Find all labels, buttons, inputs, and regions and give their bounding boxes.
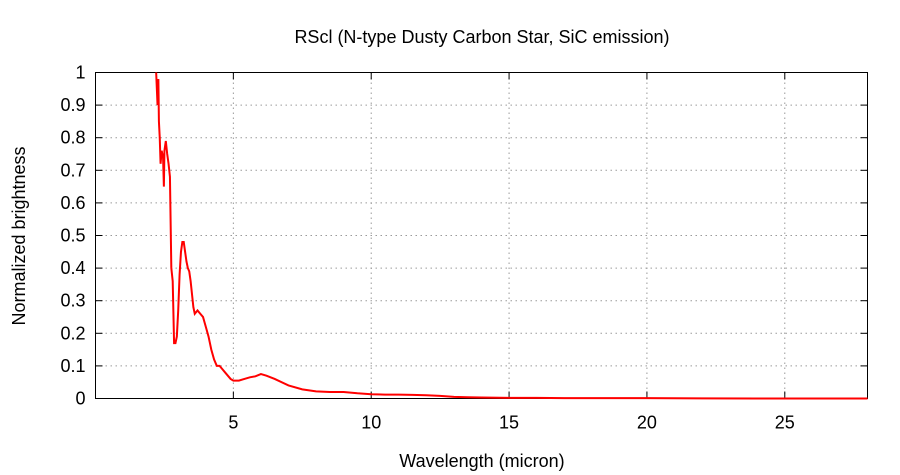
y-tick-label: 0.9 bbox=[60, 95, 85, 115]
y-axis-title: Normalized brightness bbox=[9, 146, 29, 325]
y-tick-label: 0.8 bbox=[60, 128, 85, 148]
chart-title: RScl (N-type Dusty Carbon Star, SiC emis… bbox=[294, 27, 669, 47]
y-tick-label: 0.2 bbox=[60, 323, 85, 343]
y-tick-label: 0.4 bbox=[60, 258, 85, 278]
y-tick-label: 0.6 bbox=[60, 193, 85, 213]
y-tick-label: 1 bbox=[75, 63, 85, 83]
series-line bbox=[155, 72, 868, 400]
y-tick-label: 0 bbox=[75, 389, 85, 409]
x-axis-title: Wavelength (micron) bbox=[399, 451, 564, 471]
x-tick-label: 5 bbox=[228, 413, 238, 433]
y-tick-label: 0.5 bbox=[60, 226, 85, 246]
tick-labels: 00.10.20.30.40.50.60.70.80.915 10 15 20 25 bbox=[60, 63, 794, 433]
y-tick-label: 0.1 bbox=[60, 356, 85, 376]
x-tick-label: 20 bbox=[637, 413, 657, 433]
x-tick-label: 25 bbox=[775, 413, 795, 433]
x-tick-label: 15 bbox=[499, 413, 519, 433]
grid bbox=[95, 72, 868, 399]
y-tick-label: 0.3 bbox=[60, 291, 85, 311]
x-tick-label: 10 bbox=[361, 413, 381, 433]
y-tick-label: 0.7 bbox=[60, 160, 85, 180]
